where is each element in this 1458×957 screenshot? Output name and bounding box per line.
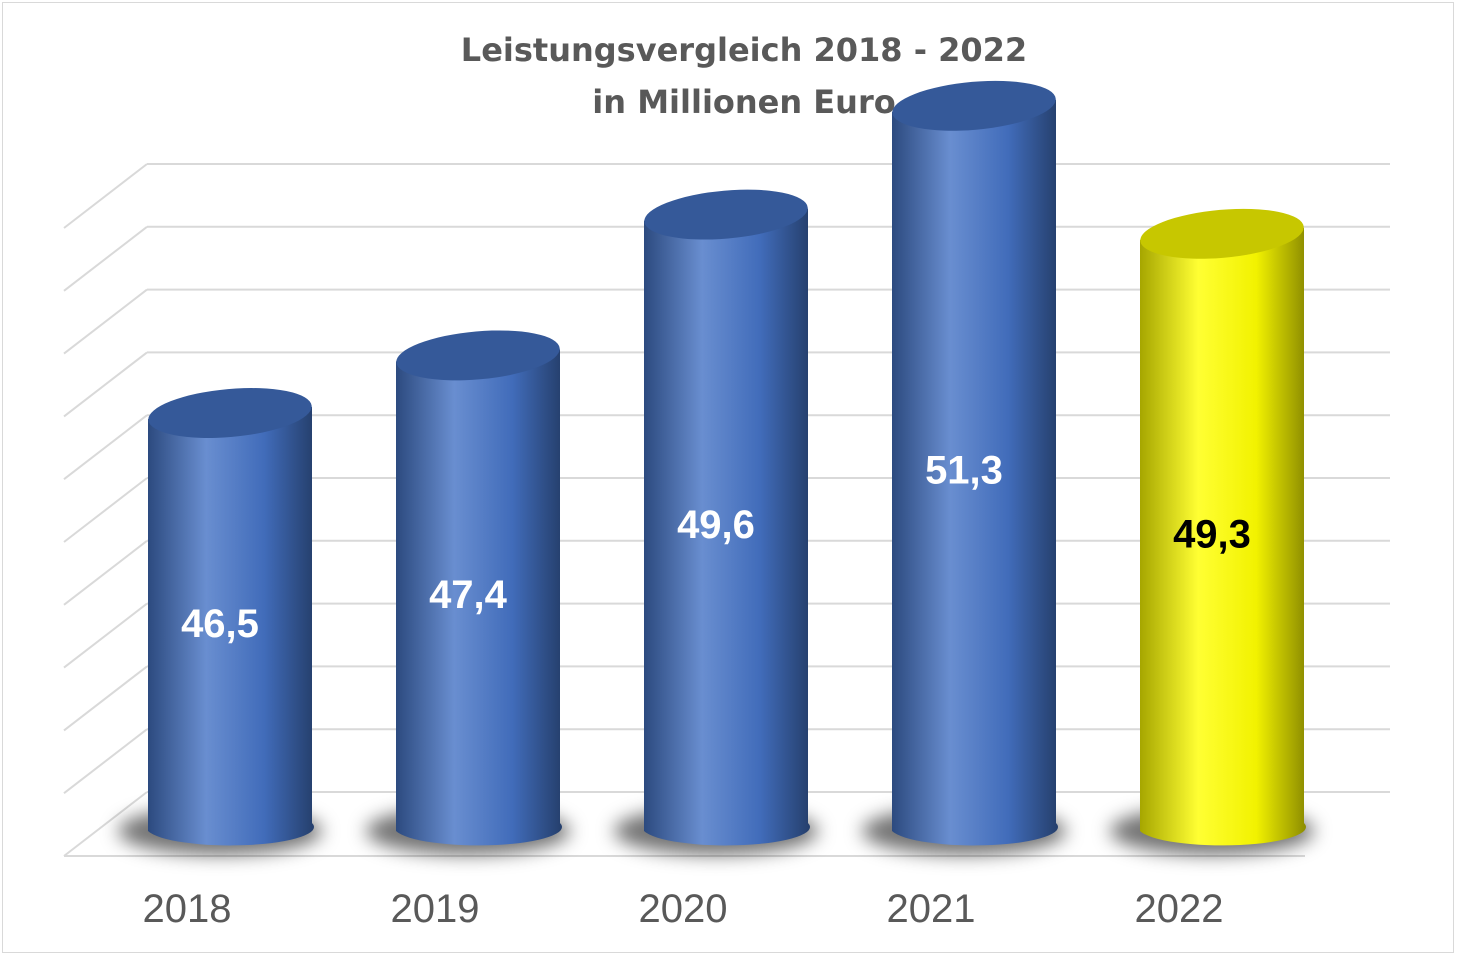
bar-2020 xyxy=(614,189,818,855)
grid-side-line xyxy=(63,477,148,543)
category-label: 2020 xyxy=(639,887,728,931)
chart-subtitle: in Millionen Euro xyxy=(592,83,896,121)
grid-side-line xyxy=(63,728,148,794)
grid-side-line xyxy=(63,602,148,669)
data-label: 49,6 xyxy=(677,503,755,547)
bar-2021 xyxy=(862,80,1066,855)
grid-side-line xyxy=(63,791,148,857)
grid-side-line xyxy=(63,351,148,418)
category-label: 2019 xyxy=(391,887,480,931)
bar-body xyxy=(396,349,562,846)
bar-body xyxy=(1140,227,1306,846)
data-label: 46,5 xyxy=(181,602,259,646)
grid-side-line xyxy=(63,288,148,355)
bar-top xyxy=(148,388,312,438)
category-label: 2022 xyxy=(1135,887,1224,931)
grid-side-line xyxy=(63,540,148,606)
grid-side-line xyxy=(63,226,148,292)
bar-body xyxy=(892,99,1059,846)
bars xyxy=(118,80,1314,855)
grid-side-line xyxy=(63,665,148,732)
data-label: 47,4 xyxy=(429,573,508,617)
bar-2019 xyxy=(366,330,570,855)
grid-side-line xyxy=(63,163,148,229)
bar-body xyxy=(644,208,811,846)
data-labels: 46,5 47,4 49,6 51,3 49,3 xyxy=(181,448,1251,646)
chart-title: Leistungsvergleich 2018 - 2022 xyxy=(460,31,1028,69)
bar-body xyxy=(148,407,315,846)
bar-top xyxy=(1140,208,1304,259)
category-label: 2021 xyxy=(887,887,976,931)
bar-2022 xyxy=(1110,208,1314,855)
grid-side-line xyxy=(63,414,148,480)
bar-2018 xyxy=(118,388,322,855)
category-label: 2018 xyxy=(143,887,232,931)
data-label: 49,3 xyxy=(1173,512,1251,556)
bar-top xyxy=(892,80,1056,131)
chart-title-block: Leistungsvergleich 2018 - 2022 in Millio… xyxy=(0,24,1458,128)
bar-top xyxy=(644,189,808,240)
bar-top xyxy=(396,330,560,381)
data-label: 51,3 xyxy=(925,448,1003,492)
category-labels: 2018 2019 2020 2021 2022 xyxy=(143,887,1224,931)
